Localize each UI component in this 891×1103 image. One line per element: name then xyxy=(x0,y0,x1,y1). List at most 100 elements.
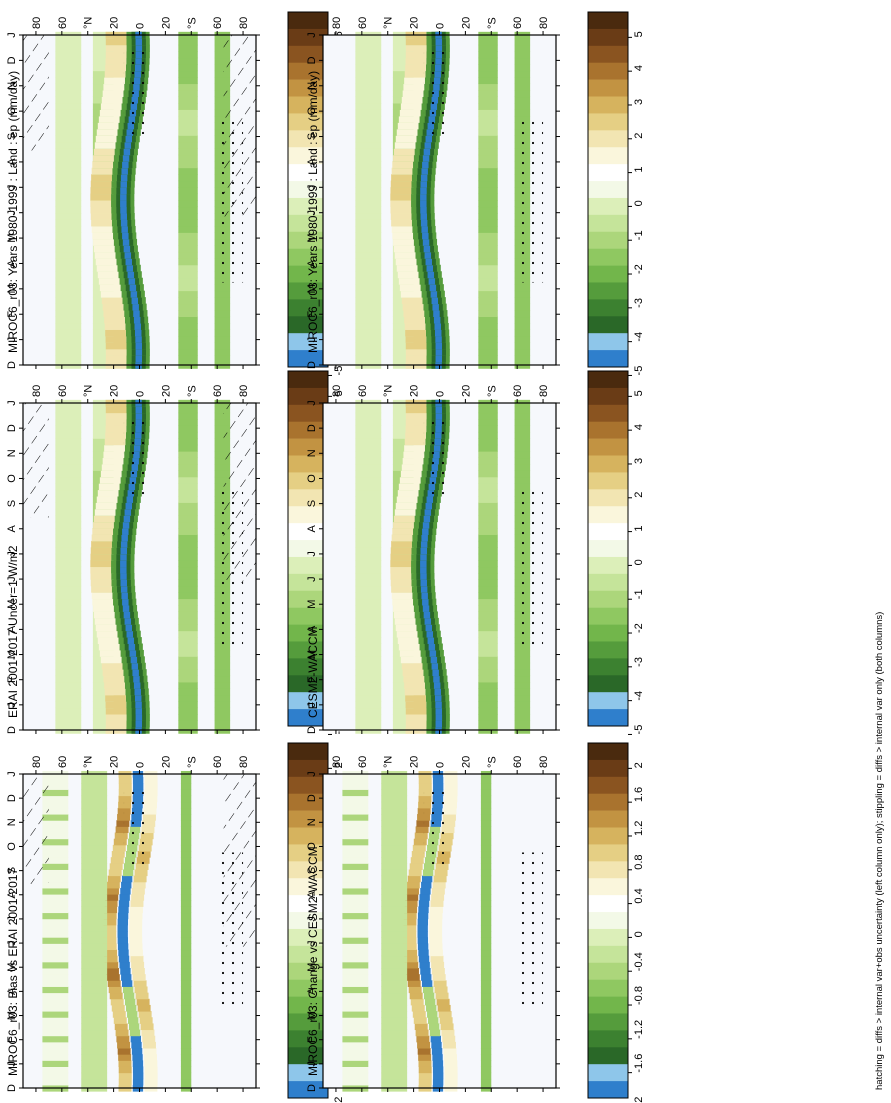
panel-title: MIROC6_r03: Years 1980-1999 : Land : ep … xyxy=(306,71,320,353)
field-band xyxy=(434,986,448,994)
field-band xyxy=(420,566,427,574)
field-band xyxy=(480,955,492,963)
field-band xyxy=(144,1072,158,1080)
field-band xyxy=(81,844,108,852)
field-band xyxy=(342,912,369,920)
field-band xyxy=(214,720,231,728)
field-band xyxy=(178,470,198,478)
field-band xyxy=(116,820,130,827)
lat-tick-label: 20 xyxy=(460,385,472,397)
month-tick-label: J xyxy=(6,702,18,708)
field-band xyxy=(420,579,427,587)
field-band xyxy=(131,1048,143,1055)
field-band xyxy=(342,844,369,852)
field-band xyxy=(420,585,428,593)
field-band xyxy=(480,912,492,920)
field-band xyxy=(139,1017,153,1024)
field-band xyxy=(81,881,108,889)
field-band xyxy=(129,1029,141,1037)
field-band xyxy=(399,476,421,484)
field-band xyxy=(355,154,382,162)
field-band xyxy=(55,271,82,279)
field-band xyxy=(55,83,82,91)
field-band xyxy=(478,470,498,478)
colorbar-label: 1.2 xyxy=(633,821,645,836)
field-band xyxy=(55,122,82,130)
month-tick-label: M xyxy=(6,233,18,242)
lat-tick-label: 20 xyxy=(109,17,121,29)
field-band xyxy=(410,998,424,1006)
month-tick-label: F xyxy=(306,311,318,318)
field-band xyxy=(90,572,112,580)
field-band xyxy=(42,807,69,815)
field-band xyxy=(342,961,369,969)
stippling-equator xyxy=(423,419,445,502)
field-band xyxy=(142,1041,156,1049)
field-band xyxy=(392,444,414,452)
field-band xyxy=(427,637,435,644)
field-band xyxy=(178,135,198,143)
field-band xyxy=(480,894,492,901)
field-band xyxy=(178,502,198,510)
field-band xyxy=(412,1011,426,1018)
field-band xyxy=(404,906,418,914)
field-band xyxy=(42,1004,69,1012)
field-band xyxy=(214,451,231,459)
field-band xyxy=(480,875,492,883)
field-band xyxy=(405,412,427,420)
field-band xyxy=(92,77,114,85)
field-band xyxy=(429,906,443,914)
field-band xyxy=(403,937,417,944)
field-band xyxy=(134,986,148,994)
field-band xyxy=(81,1041,108,1049)
field-band xyxy=(128,277,136,285)
field-band xyxy=(178,206,198,214)
field-band xyxy=(55,540,82,548)
field-band xyxy=(478,64,498,72)
field-band xyxy=(81,1004,108,1012)
field-band xyxy=(355,624,382,632)
colorbar-swatch xyxy=(288,214,328,233)
field-band xyxy=(392,83,414,91)
field-band xyxy=(55,51,82,59)
field-band xyxy=(42,968,69,975)
field-band xyxy=(342,820,369,827)
colorbar-swatch xyxy=(588,573,628,592)
field-band xyxy=(404,438,426,446)
field-band xyxy=(409,863,423,870)
colorbar-swatch xyxy=(288,928,328,947)
field-band xyxy=(125,258,133,266)
field-band xyxy=(478,90,498,98)
lat-tick-label: 80 xyxy=(238,385,250,397)
stippling-equator xyxy=(423,789,445,869)
field-band xyxy=(90,560,112,568)
field-band xyxy=(91,534,113,542)
field-band xyxy=(178,566,198,574)
field-band xyxy=(178,451,198,459)
field-band xyxy=(81,807,108,815)
lat-tick-label: 80 xyxy=(331,385,343,397)
field-band xyxy=(355,277,382,285)
field-band xyxy=(81,894,108,901)
field-band xyxy=(381,974,408,981)
field-band xyxy=(514,412,531,420)
field-band xyxy=(478,515,498,523)
field-band xyxy=(122,521,130,529)
field-band xyxy=(120,193,127,201)
month-tick-label: J xyxy=(6,185,18,191)
field-band xyxy=(342,974,369,981)
field-band xyxy=(92,232,114,240)
field-band xyxy=(180,1066,192,1074)
lat-tick-label: 0 xyxy=(435,23,447,29)
field-band xyxy=(178,90,198,98)
field-band xyxy=(478,662,498,670)
field-band xyxy=(355,617,382,625)
field-band xyxy=(178,585,198,593)
colorbar-swatch xyxy=(588,282,628,300)
field-band xyxy=(392,688,414,696)
field-band xyxy=(81,900,108,907)
colorbar-swatch xyxy=(288,197,328,216)
field-band xyxy=(418,906,429,914)
field-band xyxy=(342,1029,369,1037)
field-band xyxy=(81,1072,108,1080)
